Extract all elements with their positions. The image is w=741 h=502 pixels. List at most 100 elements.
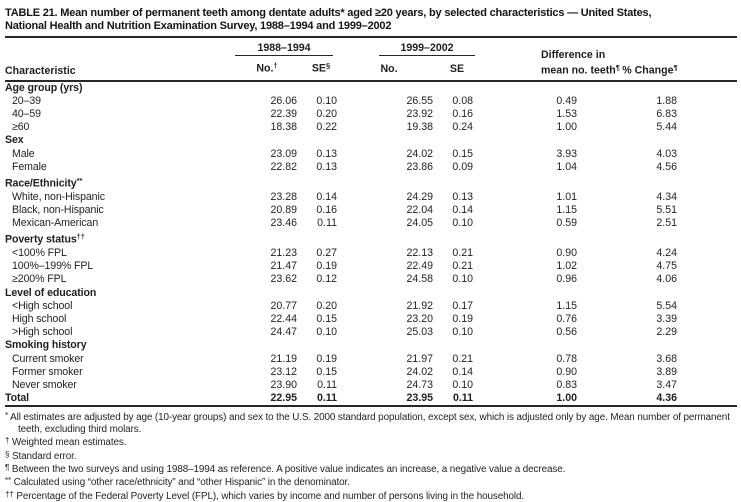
value-cell: 0.10 bbox=[452, 378, 473, 391]
table-row: White, non-Hispanic 23.28 0.14 24.29 0.13 1.0… bbox=[5, 191, 737, 204]
value-cell: 22.82 bbox=[270, 160, 297, 173]
value-cell: 0.83 bbox=[556, 378, 577, 391]
table-row: Mexican-American 23.46 0.11 24.05 0.10 0.59 2.… bbox=[5, 217, 737, 230]
value-cell: 5.44 bbox=[656, 121, 677, 134]
characteristic-cell: Mexican-American bbox=[12, 217, 99, 230]
spacer-cell bbox=[681, 161, 737, 174]
value-cell: 0.13 bbox=[316, 160, 337, 173]
characteristic-cell: >High school bbox=[12, 326, 73, 339]
spacer-cell bbox=[681, 121, 737, 134]
col-group-1999-2002: 1999–2002 bbox=[341, 38, 477, 56]
characteristic-cell: Black, non-Hispanic bbox=[12, 203, 104, 216]
value-cell: 21.23 bbox=[270, 246, 297, 259]
table-row: ≥60 18.38 0.22 19.38 0.24 1.00 5.44 bbox=[5, 121, 737, 134]
value-cell: 0.90 bbox=[556, 246, 577, 259]
characteristic-cell: Former smoker bbox=[12, 365, 83, 378]
value-cell: 23.95 bbox=[341, 392, 437, 408]
value-cell: 24.02 bbox=[406, 365, 433, 378]
value-cell: 4.06 bbox=[656, 273, 677, 286]
characteristic-cell: <100% FPL bbox=[12, 246, 67, 259]
footnote-ref: †† bbox=[76, 232, 85, 242]
table-row: Male 23.09 0.13 24.02 0.15 3.93 4.03 bbox=[5, 148, 737, 161]
spacer-cell bbox=[681, 204, 737, 217]
footnote: § Standard error. bbox=[5, 449, 739, 462]
value-cell: 5.54 bbox=[656, 299, 677, 312]
value-cell: 22.44 bbox=[270, 312, 297, 325]
section-row: Poverty status†† bbox=[5, 230, 737, 247]
characteristic-cell: Female bbox=[12, 160, 47, 173]
value-cell: 23.28 bbox=[270, 190, 297, 203]
value-cell: 0.08 bbox=[452, 94, 473, 107]
characteristic-cell: Poverty status†† bbox=[5, 232, 85, 246]
header-spacer bbox=[681, 38, 737, 82]
characteristic-cell: Current smoker bbox=[12, 352, 84, 365]
characteristic-cell: ≥200% FPL bbox=[12, 273, 67, 286]
footnote: * All estimates are adjusted by age (10-… bbox=[5, 410, 739, 435]
footnote-text: Weighted mean estimates. bbox=[9, 437, 127, 449]
footnote-ref-dagger: † bbox=[273, 61, 278, 70]
col-header-no-1999: No. bbox=[341, 56, 437, 82]
characteristic-cell: 20–39 bbox=[12, 94, 41, 107]
col-header-se-1988: SE§ bbox=[301, 56, 341, 82]
characteristic-cell: Level of education bbox=[5, 286, 97, 299]
spacer-cell bbox=[681, 300, 737, 313]
footnote-text: Standard error. bbox=[9, 450, 77, 462]
footnote-marker: * bbox=[5, 411, 9, 421]
section-row: Smoking history bbox=[5, 339, 737, 352]
footnote: ** Calculated using “other race/ethnicit… bbox=[5, 475, 739, 488]
table-row: 20–39 26.06 0.10 26.55 0.08 0.49 1.88 bbox=[5, 95, 737, 108]
characteristic-cell: Smoking history bbox=[5, 339, 87, 352]
value-cell: 22.49 bbox=[406, 260, 433, 273]
table-row: ≥200% FPL 23.62 0.12 24.58 0.10 0.96 4.06 bbox=[5, 273, 737, 286]
value-cell: 3.68 bbox=[656, 352, 677, 365]
characteristic-cell: Sex bbox=[5, 134, 24, 147]
footnote-marker: †† bbox=[5, 489, 14, 499]
value-cell: 3.39 bbox=[656, 312, 677, 325]
characteristic-cell: Race/Ethnicity** bbox=[5, 175, 83, 190]
value-cell: 23.09 bbox=[270, 147, 297, 160]
table-row: Current smoker 21.19 0.19 21.97 0.21 0.78 3.68 bbox=[5, 353, 737, 366]
value-cell: 18.38 bbox=[270, 121, 297, 134]
footnote-text: Calculated using “other race/ethnicity” … bbox=[11, 477, 350, 489]
header-sub-row: No.† SE§ No. SE bbox=[5, 56, 737, 82]
footnote-ref: ** bbox=[76, 175, 83, 185]
spacer-cell bbox=[681, 392, 737, 408]
value-cell: 23.20 bbox=[406, 312, 433, 325]
value-cell: 6.83 bbox=[656, 107, 677, 120]
value-cell: 21.97 bbox=[406, 352, 433, 365]
value-cell: 2.51 bbox=[656, 217, 677, 230]
value-cell: 23.92 bbox=[406, 107, 433, 120]
footnote-ref-pilcrow: ¶ bbox=[673, 63, 678, 72]
value-cell: 4.34 bbox=[656, 190, 677, 203]
spacer-cell bbox=[681, 353, 737, 366]
footnote: ¶ Between the two surveys and using 1988… bbox=[5, 462, 739, 475]
value-cell: 0.14 bbox=[452, 365, 473, 378]
value-cell: 20.89 bbox=[270, 203, 297, 216]
value-cell: 1.88 bbox=[656, 94, 677, 107]
table-title: TABLE 21. Mean number of permanent teeth… bbox=[5, 7, 737, 33]
value-cell: 0.13 bbox=[452, 190, 473, 203]
value-cell: 0.11 bbox=[437, 392, 477, 408]
value-cell: 2.29 bbox=[656, 326, 677, 339]
value-cell: 0.27 bbox=[316, 246, 337, 259]
col-header-pct-change: % Change¶ bbox=[581, 38, 681, 82]
value-cell: 23.90 bbox=[270, 378, 297, 391]
table-header: Characteristic 1988–1994 1999–2002 Diffe… bbox=[5, 38, 737, 82]
spacer-cell bbox=[681, 326, 737, 339]
value-cell: 1.15 bbox=[556, 203, 577, 216]
value-cell: 24.02 bbox=[406, 147, 433, 160]
section-row: Sex bbox=[5, 134, 737, 147]
value-cell: 0.10 bbox=[452, 217, 473, 230]
value-cell: 1.53 bbox=[556, 107, 577, 120]
value-cell: 1.00 bbox=[556, 121, 577, 134]
value-cell: 0.11 bbox=[317, 378, 337, 391]
col-header-no-1988: No.† bbox=[233, 56, 301, 82]
value-cell: 21.19 bbox=[270, 352, 297, 365]
characteristic-cell: Age group (yrs) bbox=[5, 81, 83, 94]
value-cell: 0.15 bbox=[316, 365, 337, 378]
table-row: >High school 24.47 0.10 25.03 0.10 0.56 2.29 bbox=[5, 326, 737, 339]
characteristic-cell: Male bbox=[12, 147, 35, 160]
characteristic-cell: 40–59 bbox=[12, 107, 41, 120]
value-cell: 20.77 bbox=[270, 299, 297, 312]
